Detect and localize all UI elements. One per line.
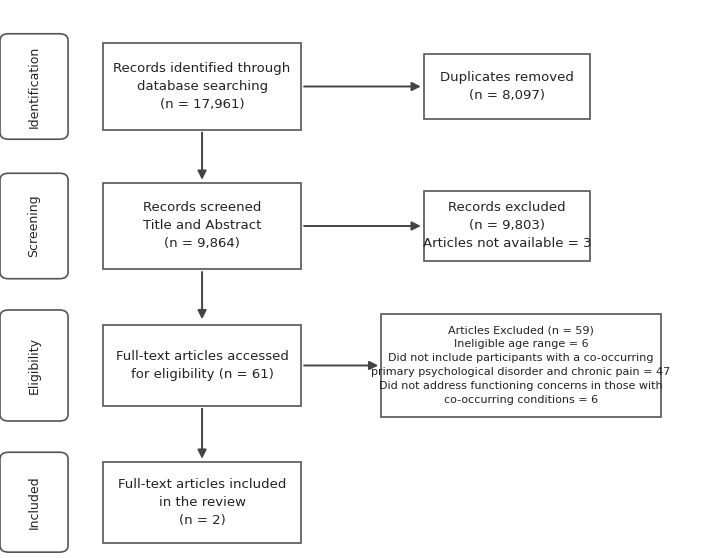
Text: Full-text articles accessed
for eligibility (n = 61): Full-text articles accessed for eligibil… — [116, 350, 289, 381]
Text: Records screened
Title and Abstract
(n = 9,864): Records screened Title and Abstract (n =… — [143, 201, 261, 251]
Text: Records excluded
(n = 9,803)
Articles not available = 3: Records excluded (n = 9,803) Articles no… — [423, 201, 591, 251]
FancyBboxPatch shape — [0, 452, 68, 552]
FancyBboxPatch shape — [103, 325, 301, 406]
Text: Screening: Screening — [28, 195, 40, 257]
FancyBboxPatch shape — [423, 55, 590, 119]
Text: Full-text articles included
in the review
(n = 2): Full-text articles included in the revie… — [118, 478, 286, 527]
FancyBboxPatch shape — [103, 462, 301, 542]
FancyBboxPatch shape — [423, 191, 590, 261]
FancyBboxPatch shape — [0, 173, 68, 279]
Text: Included: Included — [28, 475, 40, 529]
FancyBboxPatch shape — [103, 183, 301, 270]
Text: Identification: Identification — [28, 45, 40, 128]
Text: Articles Excluded (n = 59)
Ineligible age range = 6
Did not include participants: Articles Excluded (n = 59) Ineligible ag… — [372, 325, 671, 406]
FancyBboxPatch shape — [0, 33, 68, 140]
FancyBboxPatch shape — [103, 44, 301, 130]
FancyBboxPatch shape — [0, 310, 68, 421]
Text: Eligibility: Eligibility — [28, 337, 40, 394]
Text: Duplicates removed
(n = 8,097): Duplicates removed (n = 8,097) — [440, 71, 574, 102]
FancyBboxPatch shape — [381, 314, 661, 417]
Text: Records identified through
database searching
(n = 17,961): Records identified through database sear… — [113, 62, 291, 111]
